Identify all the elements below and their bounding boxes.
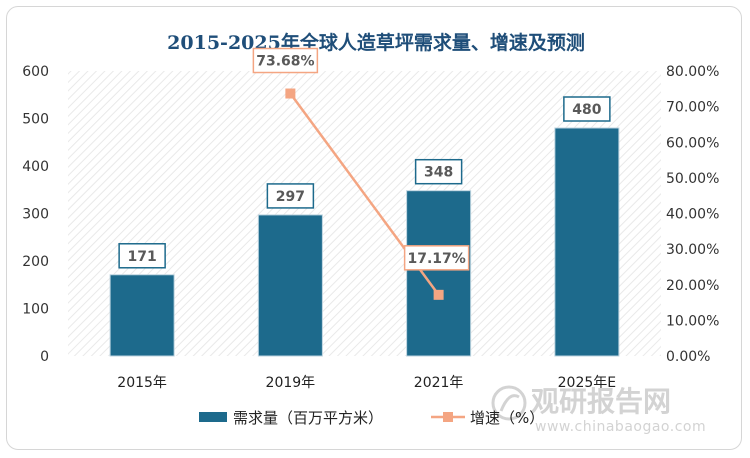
left-axis-tick-label: 100 [22,302,49,318]
growth-value-label: 73.68% [252,47,319,74]
category-label: 2025年E [558,375,616,391]
left-axis: 0 100 200 300 400 500 600 [22,64,49,365]
bar-value-label: 480 [563,96,611,122]
bar-2019年 [257,214,323,357]
category-label: 2015年 [117,375,167,391]
left-axis-tick-label: 400 [22,159,49,175]
left-axis-tick-label: 0 [40,349,49,365]
combo-chart: 2015-2025年全球人造草坪需求量、增速及预测 0 100 200 300 400 5… [22,31,719,435]
growth-point-marker [285,88,296,99]
legend: 需求量（百万平方米） 增速（%） [199,409,544,427]
watermark: 观研报告网 www.chinabaogao.com [491,385,706,435]
svg-text:348: 348 [424,165,453,181]
legend-line-label: 增速（%） [470,409,544,427]
legend-bar-swatch [199,412,227,422]
category-label: 2019年 [266,375,316,391]
left-axis-tick-label: 200 [22,254,49,270]
bar-value-labels: 171 297 348 480 [118,96,611,269]
bar-series [109,127,620,357]
right-axis-tick-label: 60.00% [666,135,719,151]
svg-text:73.68%: 73.68% [256,54,314,70]
growth-value-labels: 73.68% 17.17% [252,47,470,271]
category-axis: 2015年 2019年 2021年 2025年E [117,375,616,391]
right-axis-tick-label: 0.00% [666,349,710,365]
watermark-title: 观研报告网 [531,385,671,418]
bar-2021年 [406,190,472,357]
right-axis-tick-label: 50.00% [666,171,719,187]
svg-text:17.17%: 17.17% [407,251,465,267]
right-axis-tick-label: 10.00% [666,313,719,329]
left-axis-tick-label: 500 [22,112,49,128]
bar-value-label: 297 [266,183,315,209]
legend-line-swatch [431,412,465,422]
left-axis-tick-label: 600 [22,64,49,80]
bar-2025年E [554,127,620,357]
right-axis-tick-label: 40.00% [666,207,719,223]
right-axis-tick-label: 30.00% [666,242,719,258]
legend-bar-label: 需求量（百万平方米） [233,409,383,427]
right-axis-tick-label: 20.00% [666,278,719,294]
growth-value-label: 17.17% [403,245,470,271]
right-axis-tick-label: 70.00% [666,100,719,116]
svg-text:480: 480 [572,102,601,118]
left-axis-tick-label: 300 [22,207,49,223]
watermark-logo-icon [491,385,527,421]
bar-2015年 [109,274,175,357]
watermark-url: www.chinabaogao.com [535,419,706,435]
right-axis-tick-label: 80.00% [666,64,719,80]
category-label: 2021年 [414,375,464,391]
bar-value-label: 348 [414,158,463,185]
svg-text:297: 297 [276,189,305,205]
growth-point-marker [433,289,444,300]
right-axis: 0.00% 10.00% 20.00% 30.00% 40.00% 50.00% 60.00… [666,64,719,365]
bar-value-label: 171 [118,243,166,269]
chart-title: 2015-2025年全球人造草坪需求量、增速及预测 [167,31,585,54]
chart-frame: 2015-2025年全球人造草坪需求量、增速及预测 0 100 200 300 400 5… [6,6,742,450]
svg-text:171: 171 [128,249,157,265]
